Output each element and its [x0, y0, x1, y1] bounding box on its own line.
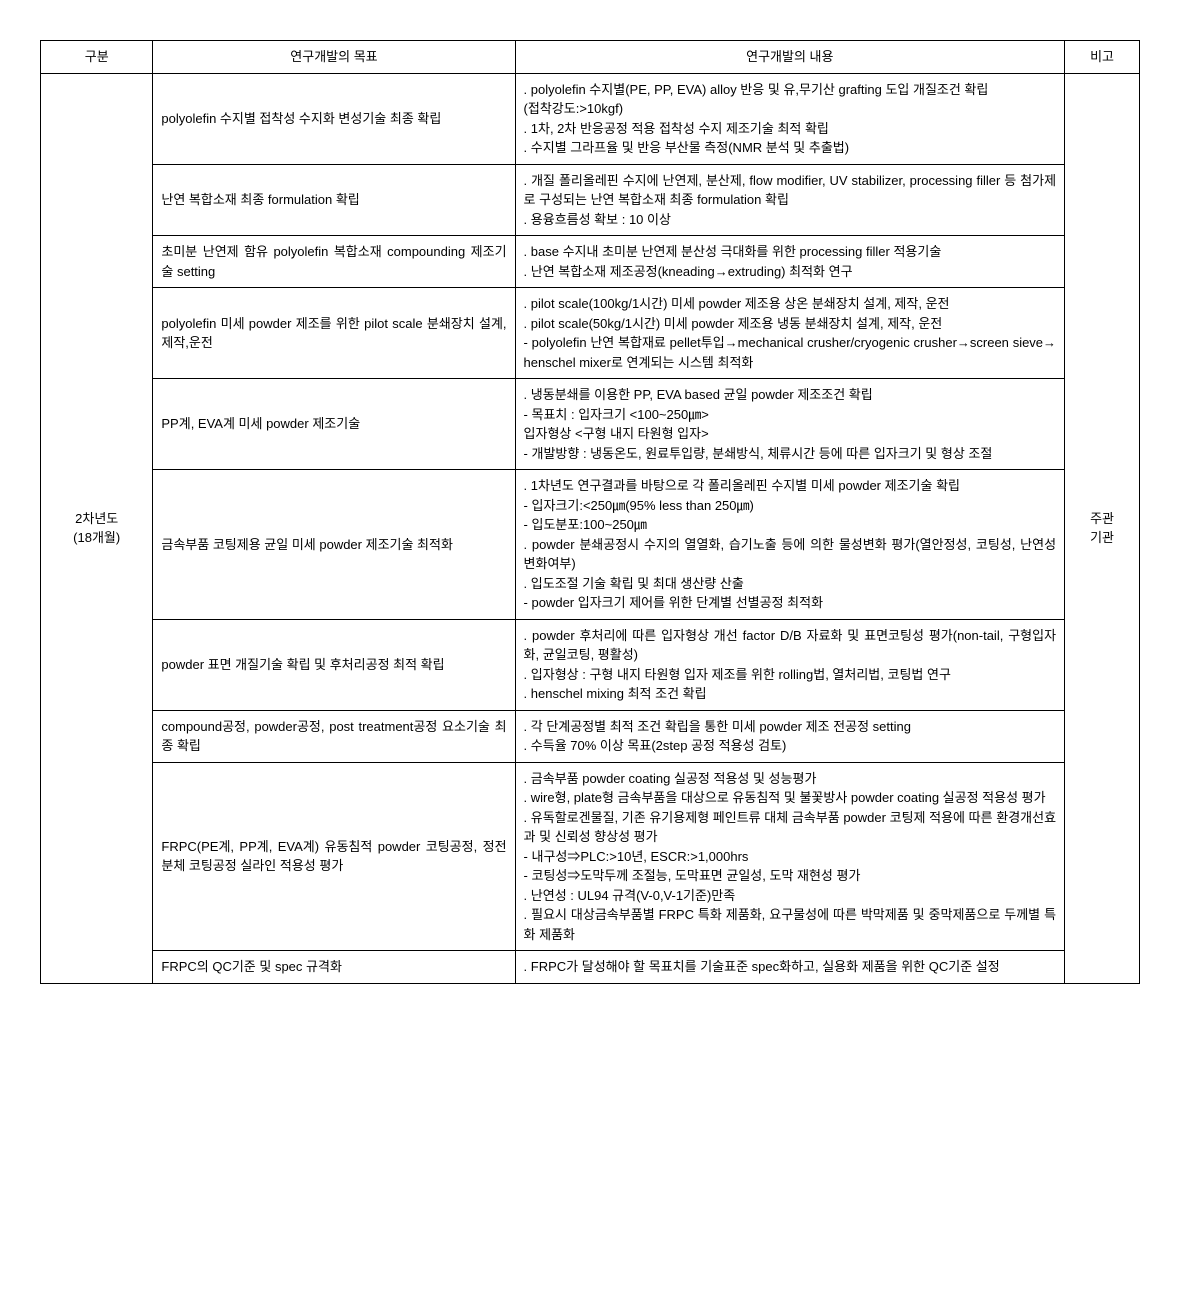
header-note: 비고	[1065, 41, 1140, 74]
goal-cell: polyolefin 수지별 접착성 수지화 변성기술 최종 확립	[153, 73, 515, 164]
division-cell: 2차년도 (18개월)	[41, 73, 153, 983]
content-cell: . 냉동분쇄를 이용한 PP, EVA based 균일 powder 제조조건…	[515, 379, 1065, 470]
content-cell: . FRPC가 달성해야 할 목표치를 기술표준 spec화하고, 실용화 제품…	[515, 951, 1065, 984]
goal-cell: 금속부품 코팅제용 균일 미세 powder 제조기술 최적화	[153, 470, 515, 620]
table-row: 난연 복합소재 최종 formulation 확립. 개질 폴리올레핀 수지에 …	[41, 164, 1140, 236]
goal-cell: PP계, EVA계 미세 powder 제조기술	[153, 379, 515, 470]
table-row: 2차년도 (18개월)polyolefin 수지별 접착성 수지화 변성기술 최…	[41, 73, 1140, 164]
content-cell: . base 수지내 초미분 난연제 분산성 극대화를 위한 processin…	[515, 236, 1065, 288]
table-row: compound공정, powder공정, post treatment공정 요…	[41, 710, 1140, 762]
goal-cell: polyolefin 미세 powder 제조를 위한 pilot scale …	[153, 288, 515, 379]
table-row: PP계, EVA계 미세 powder 제조기술. 냉동분쇄를 이용한 PP, …	[41, 379, 1140, 470]
content-cell: . pilot scale(100kg/1시간) 미세 powder 제조용 상…	[515, 288, 1065, 379]
header-goal: 연구개발의 목표	[153, 41, 515, 74]
table-row: powder 표면 개질기술 확립 및 후처리공정 최적 확립. powder …	[41, 619, 1140, 710]
table-row: 금속부품 코팅제용 균일 미세 powder 제조기술 최적화. 1차년도 연구…	[41, 470, 1140, 620]
header-division: 구분	[41, 41, 153, 74]
content-cell: . 개질 폴리올레핀 수지에 난연제, 분산제, flow modifier, …	[515, 164, 1065, 236]
table-row: FRPC의 QC기준 및 spec 규격화. FRPC가 달성해야 할 목표치를…	[41, 951, 1140, 984]
research-table: 구분 연구개발의 목표 연구개발의 내용 비고 2차년도 (18개월)polyo…	[40, 40, 1140, 984]
goal-cell: 초미분 난연제 함유 polyolefin 복합소재 compounding 제…	[153, 236, 515, 288]
content-cell: . 금속부품 powder coating 실공정 적용성 및 성능평가 . w…	[515, 762, 1065, 951]
header-content: 연구개발의 내용	[515, 41, 1065, 74]
goal-cell: 난연 복합소재 최종 formulation 확립	[153, 164, 515, 236]
table-header-row: 구분 연구개발의 목표 연구개발의 내용 비고	[41, 41, 1140, 74]
goal-cell: FRPC의 QC기준 및 spec 규격화	[153, 951, 515, 984]
content-cell: . powder 후처리에 따른 입자형상 개선 factor D/B 자료화 …	[515, 619, 1065, 710]
table-row: polyolefin 미세 powder 제조를 위한 pilot scale …	[41, 288, 1140, 379]
content-cell: . polyolefin 수지별(PE, PP, EVA) alloy 반응 및…	[515, 73, 1065, 164]
goal-cell: compound공정, powder공정, post treatment공정 요…	[153, 710, 515, 762]
table-row: FRPC(PE계, PP계, EVA계) 유동침적 powder 코팅공정, 정…	[41, 762, 1140, 951]
content-cell: . 각 단계공정별 최적 조건 확립을 통한 미세 powder 제조 전공정 …	[515, 710, 1065, 762]
content-cell: . 1차년도 연구결과를 바탕으로 각 폴리올레핀 수지별 미세 powder …	[515, 470, 1065, 620]
goal-cell: FRPC(PE계, PP계, EVA계) 유동침적 powder 코팅공정, 정…	[153, 762, 515, 951]
note-cell: 주관 기관	[1065, 73, 1140, 983]
table-row: 초미분 난연제 함유 polyolefin 복합소재 compounding 제…	[41, 236, 1140, 288]
goal-cell: powder 표면 개질기술 확립 및 후처리공정 최적 확립	[153, 619, 515, 710]
